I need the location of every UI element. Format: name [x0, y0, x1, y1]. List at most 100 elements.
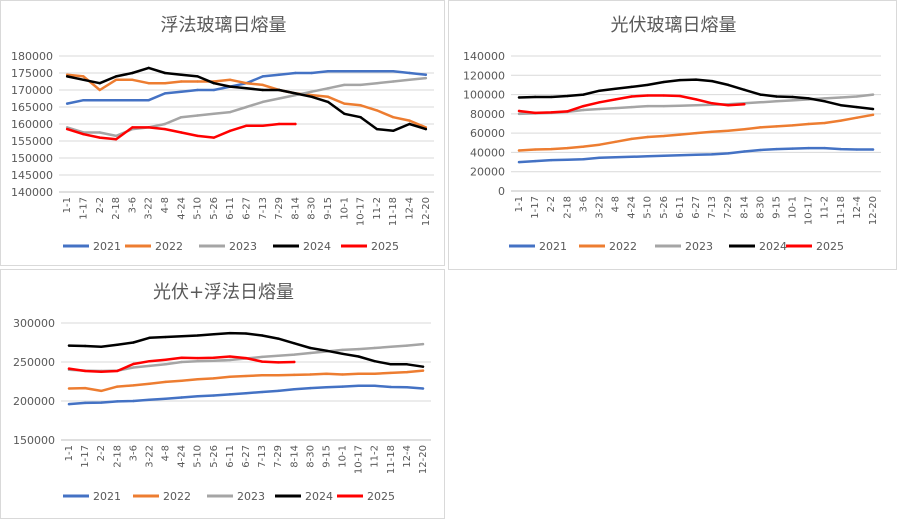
legend-label-2024: 2024: [303, 240, 331, 253]
x-tick-label: 6-27: [242, 197, 253, 220]
data-point-2023: [694, 103, 698, 107]
data-point-2025: [180, 356, 183, 359]
data-point-2021: [116, 400, 119, 403]
x-tick-label: 9-15: [323, 197, 334, 220]
data-point-2024: [839, 103, 842, 107]
x-tick-label: 4-8: [160, 197, 171, 213]
data-point-2021: [325, 386, 328, 389]
data-point-2022: [100, 389, 103, 393]
x-tick-label: 8-30: [755, 196, 766, 219]
data-point-2021: [132, 399, 135, 403]
x-tick-label: 7-13: [257, 445, 268, 468]
data-point-2021: [309, 386, 312, 390]
data-point-2025: [244, 356, 248, 360]
data-point-2025: [294, 122, 297, 126]
data-point-2025: [114, 138, 118, 141]
data-point-2022: [726, 129, 730, 132]
data-point-2022: [373, 372, 376, 375]
data-point-2023: [614, 106, 617, 110]
data-point-2022: [260, 374, 264, 377]
data-point-2024: [163, 71, 167, 75]
data-point-2021: [646, 155, 649, 158]
data-point-2021: [98, 99, 101, 102]
x-tick-label: 1-17: [80, 445, 91, 468]
data-point-2021: [630, 155, 633, 158]
data-point-2024: [326, 100, 330, 104]
data-point-2022: [807, 122, 810, 126]
data-point-2024: [212, 333, 216, 336]
data-point-2025: [163, 127, 167, 131]
x-tick-label: 11-18: [388, 197, 399, 226]
series-line-2022: [67, 369, 425, 393]
data-point-2022: [630, 137, 633, 141]
data-point-2023: [791, 99, 794, 102]
x-tick-label: 5-26: [209, 445, 220, 468]
data-point-2022: [276, 374, 280, 377]
x-tick-label: 8-14: [289, 445, 300, 468]
data-point-2021: [83, 401, 87, 405]
data-point-2024: [260, 334, 264, 337]
data-point-2023: [855, 95, 859, 98]
x-tick-label: 11-18: [386, 445, 397, 474]
data-point-2024: [244, 332, 248, 335]
data-point-2024: [228, 331, 232, 335]
data-point-2023: [148, 364, 151, 368]
data-point-2025: [180, 131, 183, 134]
legend-label-2024: 2024: [759, 240, 787, 253]
data-point-2023: [389, 345, 392, 348]
x-tick-label: 10-1: [338, 445, 349, 468]
data-point-2021: [839, 147, 842, 151]
x-tick-label: 4-24: [176, 197, 187, 220]
data-point-2023: [245, 105, 248, 109]
legend-label-2022: 2022: [609, 240, 637, 253]
data-point-2024: [357, 355, 360, 358]
data-point-2025: [566, 110, 569, 113]
data-point-2023: [164, 363, 167, 366]
y-tick-label: 40000: [470, 146, 505, 159]
data-point-2024: [294, 92, 297, 95]
data-point-2024: [277, 88, 281, 92]
data-point-2023: [132, 366, 135, 369]
data-point-2023: [373, 346, 376, 350]
data-point-2025: [82, 133, 85, 136]
x-tick-label: 8-30: [307, 197, 318, 220]
data-point-2022: [82, 75, 85, 78]
data-point-2022: [389, 371, 392, 375]
data-point-2025: [582, 104, 585, 108]
data-point-2024: [807, 97, 810, 100]
data-point-2024: [646, 83, 649, 87]
data-point-2023: [163, 122, 167, 126]
data-point-2023: [228, 358, 232, 362]
data-point-2025: [245, 124, 248, 127]
data-point-2023: [662, 104, 666, 108]
data-point-2021: [823, 146, 826, 150]
data-point-2024: [98, 82, 101, 85]
data-point-2023: [421, 342, 425, 346]
data-point-2023: [517, 112, 521, 116]
data-point-2021: [212, 88, 216, 92]
data-point-2021: [807, 146, 810, 150]
data-point-2023: [212, 359, 216, 363]
data-point-2022: [114, 78, 118, 82]
data-point-2021: [421, 387, 425, 390]
data-point-2022: [228, 375, 232, 379]
data-point-2024: [759, 93, 762, 96]
x-tick-label: 10-17: [804, 196, 815, 225]
x-tick-label: 10-1: [788, 196, 799, 219]
data-point-2025: [743, 103, 746, 106]
data-point-2021: [791, 147, 794, 150]
x-tick-label: 7-13: [707, 196, 718, 219]
data-point-2021: [533, 159, 537, 163]
chart-svg: 光伏+浮法日熔量 150000 200000 250000 300000 1-1 1-17 2…: [13, 282, 431, 503]
data-point-2023: [341, 348, 344, 352]
data-point-2024: [517, 96, 521, 99]
data-point-2024: [310, 95, 313, 99]
data-point-2022: [83, 386, 87, 390]
y-tick-label: 175000: [11, 67, 53, 80]
data-point-2024: [343, 112, 346, 116]
data-point-2022: [357, 372, 360, 375]
chart-svg: 光伏玻璃日熔量 0 20000 40000 60000 80000 100000 120000…: [463, 15, 881, 253]
data-point-2021: [359, 70, 362, 73]
x-tick-label: 4-8: [611, 196, 622, 212]
data-point-2021: [212, 394, 216, 397]
